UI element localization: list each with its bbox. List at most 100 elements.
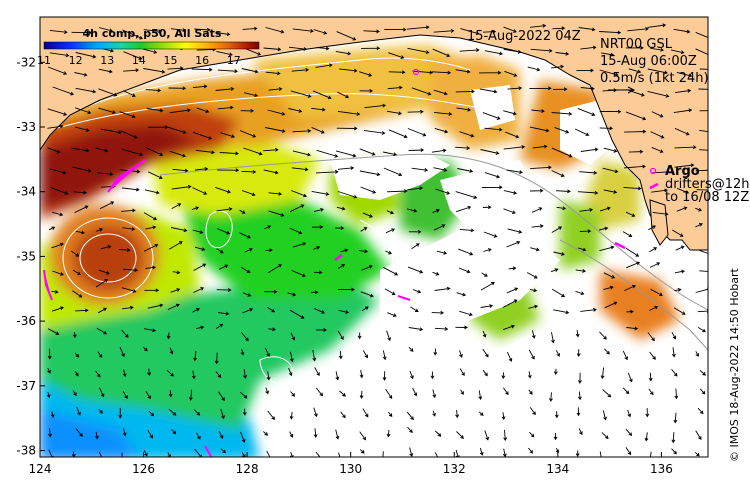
current-arrow: [172, 270, 181, 275]
current-arrow: [289, 411, 294, 420]
current-arrow: [316, 46, 330, 51]
current-arrow: [167, 66, 184, 71]
current-arrow: [651, 111, 664, 118]
current-arrow: [550, 268, 559, 273]
current-arrow: [240, 108, 255, 113]
current-arrow: [409, 447, 414, 457]
current-arrow: [552, 26, 566, 31]
current-arrow: [695, 207, 703, 212]
lon-tick-label: 130: [339, 462, 362, 476]
current-arrow: [676, 71, 693, 78]
current-arrow: [580, 86, 595, 91]
sst-contours: [49, 57, 491, 384]
current-arrow: [459, 310, 473, 317]
current-arrow: [311, 290, 319, 295]
colorbar-tick-label: 17: [227, 54, 241, 67]
current-arrow: [220, 132, 235, 139]
current-time-label: 15-Aug 06:00Z: [600, 54, 697, 69]
current-arrow: [362, 350, 368, 359]
current-arrow: [75, 428, 83, 437]
current-arrow: [383, 167, 403, 177]
current-arrow: [385, 388, 393, 399]
current-arrow: [622, 387, 630, 395]
drifter-legend: Argo drifters@12h to 16/08 12Z: [649, 164, 750, 205]
current-arrow: [364, 103, 387, 109]
current-arrow: [480, 282, 495, 291]
current-arrow: [382, 451, 384, 457]
current-arrow: [121, 187, 140, 192]
scale-arrow: [608, 86, 636, 94]
current-arrow: [530, 288, 538, 293]
current-arrow: [671, 432, 676, 444]
current-arrow: [313, 270, 323, 275]
current-arrow: [503, 429, 508, 441]
current-arrow: [239, 232, 251, 239]
lat-tick-label: -33: [16, 120, 36, 134]
current-arrow: [47, 108, 68, 116]
current-arrow: [432, 48, 451, 58]
current-arrow: [98, 88, 118, 97]
current-arrow: [75, 308, 89, 313]
current-arrow: [576, 407, 581, 417]
current-arrow: [240, 391, 248, 399]
current-arrow: [673, 307, 686, 315]
current-arrow: [266, 450, 271, 457]
current-arrow: [408, 229, 422, 234]
timestamp-label: 15-Aug-2022 04Z: [467, 29, 581, 44]
current-arrow: [670, 49, 685, 55]
current-arrow: [214, 352, 219, 365]
current-arrow: [623, 164, 646, 169]
current-arrow: [528, 349, 535, 360]
current-arrow: [145, 265, 156, 270]
current-arrow: [52, 86, 75, 96]
drifter-track: [43, 269, 53, 301]
current-arrow: [676, 187, 690, 194]
current-arrow: [604, 348, 610, 355]
current-arrow: [143, 450, 148, 457]
current-arrow: [241, 170, 257, 174]
current-arrow: [97, 172, 114, 177]
lon-tick-label: 128: [236, 462, 259, 476]
current-arrow: [388, 411, 393, 417]
current-arrow: [625, 447, 632, 456]
current-arrow: [311, 107, 326, 112]
current-source-label: NRT00 GSL: [600, 37, 673, 52]
bathymetry-lines: [159, 153, 708, 351]
current-arrow: [217, 105, 234, 110]
current-arrow: [698, 88, 708, 90]
current-arrow: [649, 262, 661, 268]
longitude-axis: 124 126 128 130 132 134 136: [29, 452, 673, 476]
current-arrow: [434, 327, 449, 331]
current-arrow: [603, 272, 616, 279]
current-arrow: [311, 190, 330, 196]
current-arrow: [265, 387, 269, 395]
current-arrow: [49, 168, 67, 175]
current-arrow: [121, 148, 144, 157]
current-arrow: [167, 452, 171, 457]
current-arrow: [171, 184, 192, 190]
current-arrow: [143, 48, 158, 54]
current-arrow: [647, 68, 668, 75]
current-arrow: [314, 367, 320, 377]
current-arrow: [529, 407, 536, 416]
current-arrow: [143, 346, 148, 352]
current-arrow: [384, 27, 407, 32]
current-arrow: [98, 68, 113, 74]
current-arrow: [120, 130, 138, 139]
current-arrow: [628, 149, 644, 154]
current-arrow: [338, 452, 341, 457]
current-arrow: [147, 429, 153, 439]
current-arrow: [599, 69, 619, 77]
current-arrow: [336, 206, 346, 211]
current-arrow: [412, 70, 434, 75]
lat-tick-label: -36: [16, 314, 36, 328]
current-arrow: [459, 368, 465, 377]
current-arrow: [577, 107, 596, 116]
current-arrow: [263, 169, 279, 175]
drifter-legend-label-1: drifters@12h: [665, 177, 750, 192]
current-arrow: [625, 428, 633, 437]
current-arrow: [407, 266, 424, 274]
current-arrow: [192, 84, 208, 89]
current-arrow: [532, 144, 548, 149]
